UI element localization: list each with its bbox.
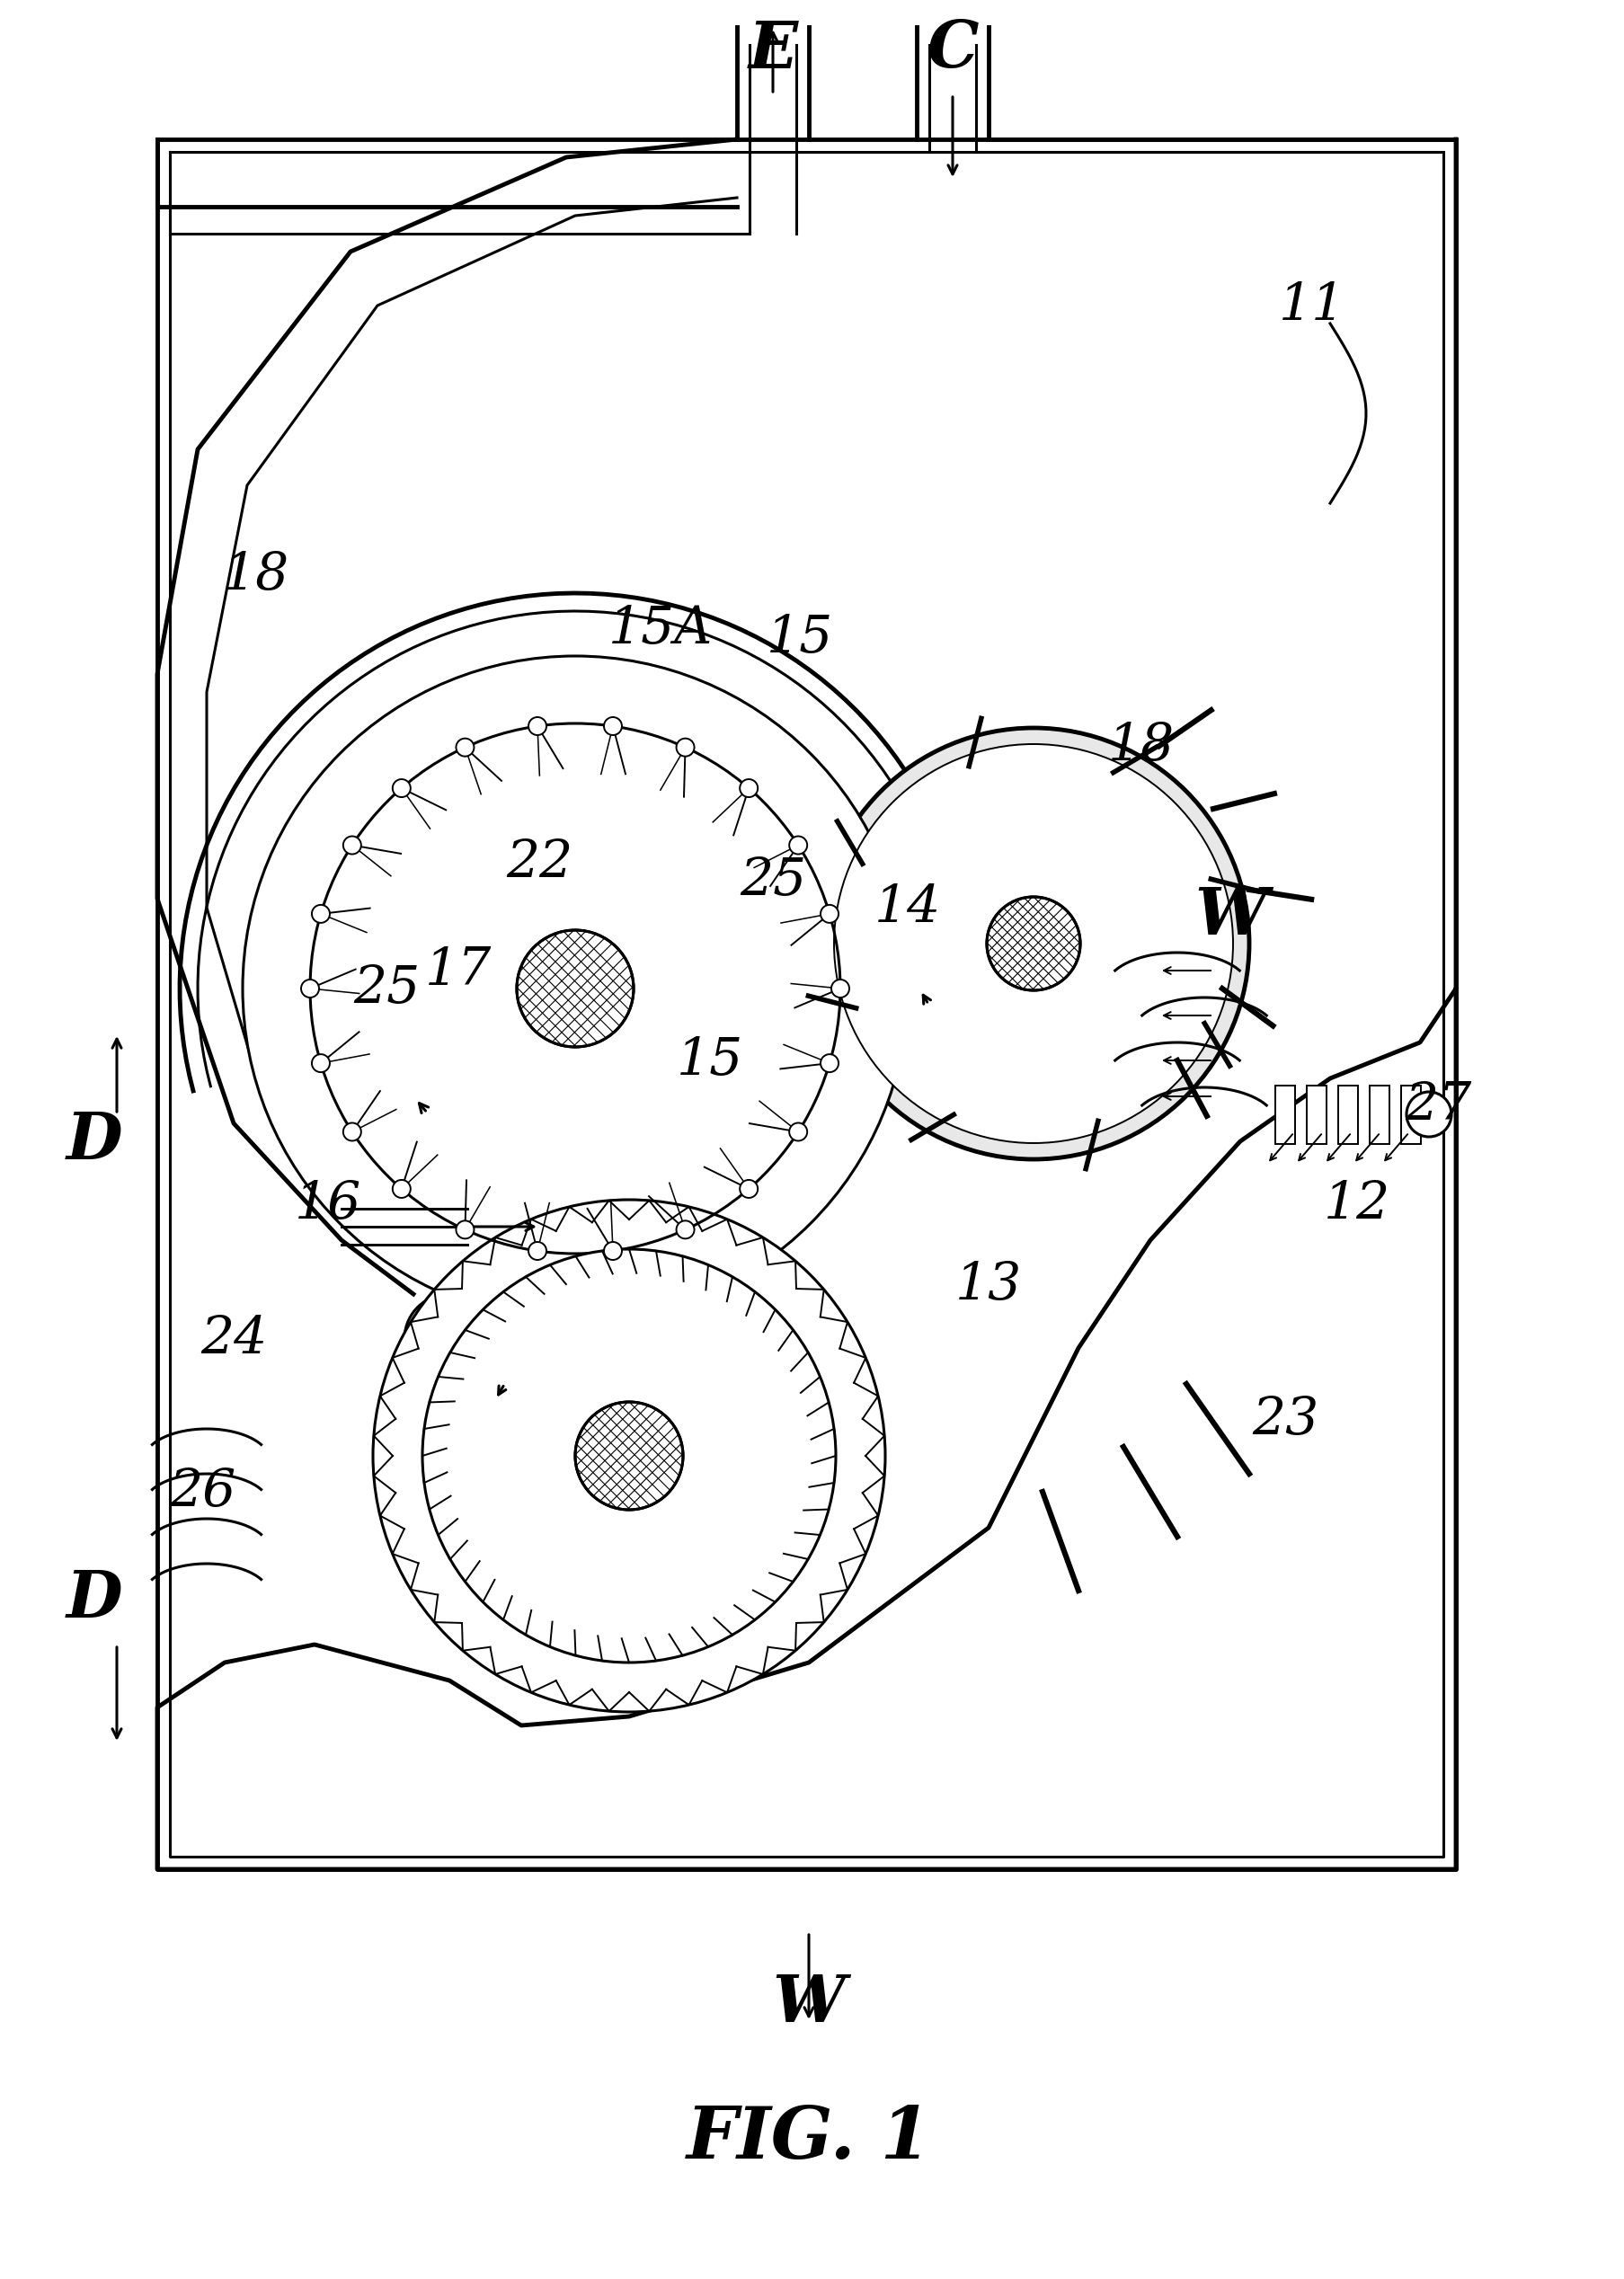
- Text: 26: 26: [169, 1465, 235, 1518]
- Text: FIG. 1: FIG. 1: [687, 2104, 931, 2174]
- Text: 25: 25: [352, 964, 421, 1014]
- Text: 13: 13: [955, 1260, 1021, 1310]
- Text: E: E: [749, 18, 797, 82]
- Text: 15: 15: [677, 1035, 744, 1085]
- Circle shape: [676, 1222, 695, 1240]
- Circle shape: [422, 1249, 836, 1661]
- Text: 18: 18: [222, 549, 289, 602]
- Circle shape: [575, 1402, 684, 1509]
- Circle shape: [374, 1199, 885, 1712]
- Text: 15: 15: [767, 613, 833, 663]
- Circle shape: [456, 1222, 474, 1240]
- Circle shape: [528, 718, 546, 736]
- Circle shape: [818, 727, 1249, 1160]
- Text: 15A: 15A: [609, 604, 713, 654]
- Text: 23: 23: [1252, 1395, 1319, 1445]
- Circle shape: [343, 836, 361, 855]
- Circle shape: [516, 930, 633, 1046]
- Circle shape: [312, 905, 330, 923]
- Circle shape: [741, 779, 758, 798]
- Circle shape: [393, 1181, 411, 1199]
- Circle shape: [528, 1242, 546, 1260]
- Text: 16: 16: [294, 1178, 362, 1231]
- Bar: [1275, 1085, 1294, 1144]
- Circle shape: [820, 905, 838, 923]
- Text: 11: 11: [1278, 280, 1346, 330]
- Text: W: W: [773, 1971, 846, 2035]
- Text: W: W: [1195, 884, 1268, 948]
- Circle shape: [820, 1055, 838, 1071]
- Circle shape: [741, 1181, 758, 1199]
- Text: 14: 14: [874, 882, 940, 932]
- Circle shape: [789, 1124, 807, 1142]
- Circle shape: [987, 898, 1080, 991]
- Circle shape: [604, 1242, 622, 1260]
- Text: D: D: [67, 1110, 122, 1174]
- Bar: [1369, 1085, 1390, 1144]
- Circle shape: [676, 738, 695, 757]
- Circle shape: [831, 980, 849, 998]
- Bar: [1402, 1085, 1421, 1144]
- Text: D: D: [67, 1568, 122, 1632]
- Text: C: C: [927, 18, 979, 82]
- Circle shape: [312, 1055, 330, 1071]
- Text: 27: 27: [1405, 1080, 1471, 1130]
- Circle shape: [789, 836, 807, 855]
- Circle shape: [835, 743, 1233, 1144]
- Circle shape: [343, 1124, 361, 1142]
- Circle shape: [604, 718, 622, 736]
- Text: 22: 22: [505, 836, 573, 889]
- Bar: [1307, 1085, 1327, 1144]
- Circle shape: [456, 738, 474, 757]
- Circle shape: [1406, 1092, 1452, 1137]
- Circle shape: [393, 779, 411, 798]
- Text: 18: 18: [1108, 720, 1174, 770]
- Text: 24: 24: [200, 1313, 266, 1365]
- Bar: [1338, 1085, 1358, 1144]
- Text: 17: 17: [425, 946, 492, 996]
- Circle shape: [300, 980, 318, 998]
- Circle shape: [242, 656, 908, 1322]
- Text: 25: 25: [739, 855, 806, 907]
- Text: 12: 12: [1324, 1178, 1390, 1231]
